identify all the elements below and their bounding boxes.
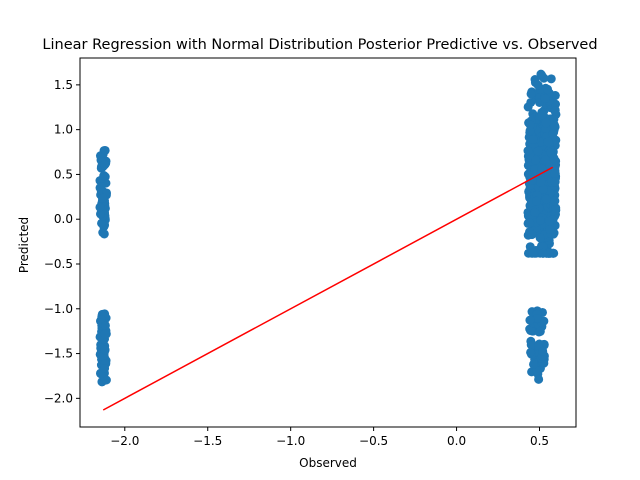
scatter-point: [100, 329, 110, 339]
scatter-point: [525, 120, 535, 130]
x-tick-label: −0.5: [359, 434, 388, 448]
scatter-point: [95, 209, 105, 219]
y-tick-label: 0.5: [54, 167, 73, 181]
scatter-point: [535, 216, 545, 226]
scatter-point: [535, 327, 545, 337]
y-tick-label: −1.0: [44, 302, 73, 316]
scatter-point: [523, 102, 533, 112]
scatter-point: [550, 121, 560, 131]
y-tick-label: −0.5: [44, 257, 73, 271]
x-tick-label: 0.5: [530, 434, 549, 448]
scatter-point: [538, 248, 548, 258]
plot-frame: [79, 57, 577, 428]
scatter-point: [543, 84, 553, 94]
chart-title: Linear Regression with Normal Distributi…: [42, 37, 597, 53]
scatter-point: [531, 155, 541, 165]
scatter-point: [541, 118, 551, 128]
scatter-point: [549, 153, 559, 163]
scatter-point: [528, 248, 538, 258]
scatter-point: [548, 129, 558, 139]
scatter-point: [546, 74, 556, 84]
x-tick-label: 0.0: [447, 434, 466, 448]
scatter-point: [550, 196, 560, 206]
scatter-point: [526, 347, 536, 357]
scatter-point: [532, 313, 542, 323]
scatter-point: [533, 146, 543, 156]
scatter-points: [95, 69, 561, 387]
scatter-point: [543, 137, 553, 147]
scatter-point: [550, 169, 560, 179]
x-tick-label: −1.5: [193, 434, 222, 448]
scatter-point: [95, 202, 105, 212]
scatter-point: [99, 229, 109, 239]
x-axis: −2.0 −1.5 −1.0 −0.5 0.0 0.5: [110, 427, 549, 448]
scatter-point: [523, 146, 533, 156]
fit-line: [102, 166, 554, 411]
scatter-point: [538, 184, 548, 194]
scatter-point: [100, 320, 110, 330]
scatter-point: [100, 145, 110, 155]
y-axis: −2.0 −1.5 −1.0 −0.5 0.0 0.5 1.0 1.5: [44, 78, 80, 405]
scatter-point: [98, 193, 108, 203]
scatter-point: [530, 207, 540, 217]
scatter-point: [538, 346, 548, 356]
y-tick-label: −1.5: [44, 347, 73, 361]
scatter-point: [535, 233, 545, 243]
y-tick-label: 0.0: [54, 212, 73, 226]
scatter-point: [529, 359, 539, 369]
x-tick-label: −2.0: [110, 434, 139, 448]
scatter-point: [526, 89, 536, 99]
scatter-point: [537, 110, 547, 120]
y-axis-label: Predicted: [17, 217, 31, 273]
scatter-point: [537, 164, 547, 174]
y-tick-label: 1.0: [54, 123, 73, 137]
scatter-point: [100, 364, 110, 374]
scatter-point: [536, 69, 546, 79]
scatter-point: [99, 171, 109, 181]
scatter-point: [545, 224, 555, 234]
x-tick-label: −1.0: [276, 434, 305, 448]
scatter-point: [550, 177, 560, 187]
scatter-point: [536, 177, 546, 187]
scatter-point: [525, 218, 535, 228]
scatter-point: [525, 315, 535, 325]
scatter-point: [97, 218, 107, 228]
x-axis-label: Observed: [299, 456, 357, 470]
scatter-point: [551, 203, 561, 213]
scatter-point: [533, 80, 543, 90]
y-tick-label: 1.5: [54, 78, 73, 92]
y-tick-label: −2.0: [44, 391, 73, 405]
scatter-point: [96, 182, 106, 192]
scatter-point: [100, 160, 110, 170]
scatter-point: [100, 345, 110, 355]
scatter-point: [526, 326, 536, 336]
scatter-point: [527, 230, 537, 240]
scatter-point: [550, 106, 560, 116]
scatter-point: [534, 374, 544, 384]
scatter-point: [544, 216, 554, 226]
scatter-point: [548, 248, 558, 258]
scatter-point: [528, 134, 538, 144]
scatter-point: [530, 165, 540, 175]
plot-area: [79, 57, 577, 428]
scatter-point: [532, 196, 542, 206]
scatter-point: [540, 94, 550, 104]
scatter-point: [538, 242, 548, 252]
scatter-point: [541, 194, 551, 204]
scatter-point: [539, 316, 549, 326]
